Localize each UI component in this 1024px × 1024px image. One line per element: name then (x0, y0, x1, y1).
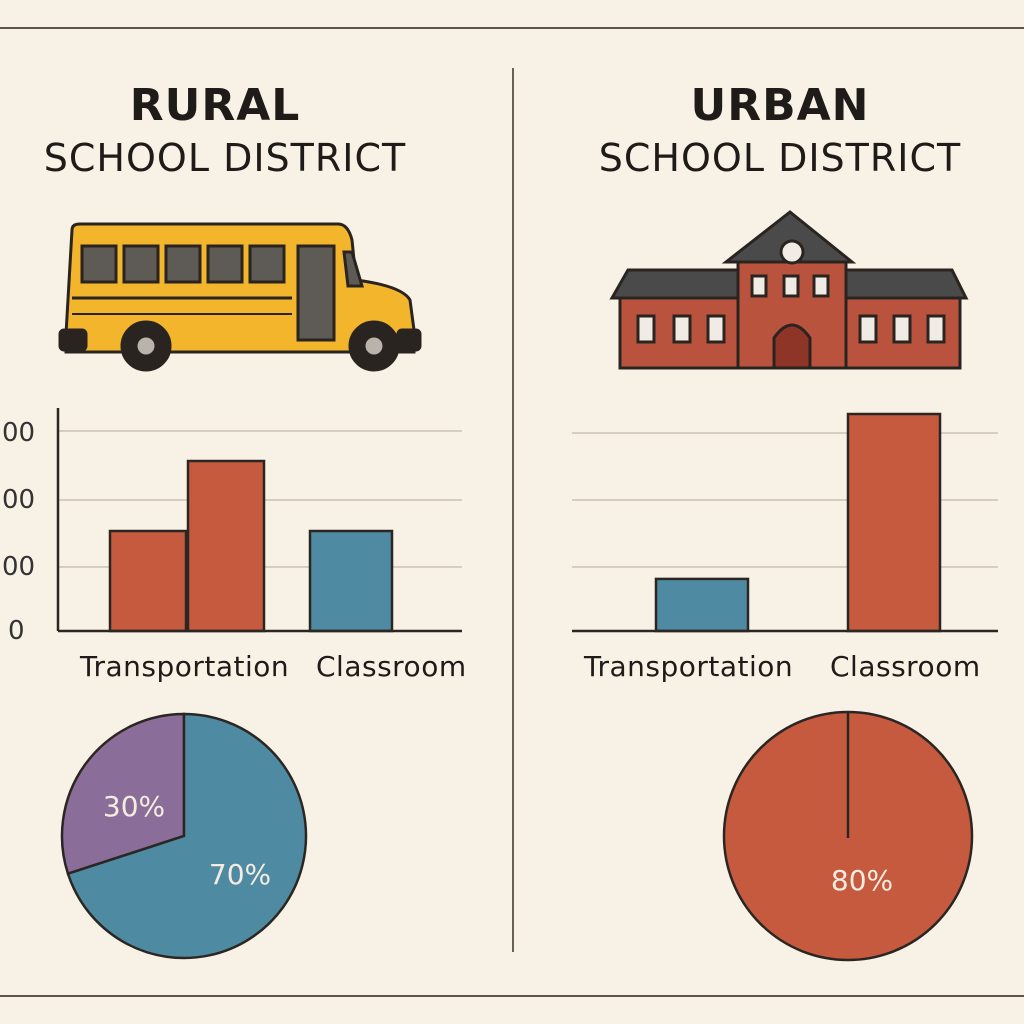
rural-category-label: Classroom (316, 650, 467, 683)
rural-ytick: 00 (2, 418, 36, 448)
rural-pie-label: 70% (209, 858, 271, 891)
rural-pie-slice (66, 712, 308, 960)
urban-title: URBAN (690, 80, 870, 131)
urban-subtitle: SCHOOL DISTRICT (598, 136, 962, 180)
rural-bar (308, 529, 394, 633)
urban-pie-label: 80% (831, 864, 893, 897)
rural-subtitle: SCHOOL DISTRICT (43, 136, 407, 180)
bottom-border (0, 995, 1024, 997)
rural-pie-slice (60, 712, 186, 876)
urban-bar (846, 412, 942, 633)
top-border (0, 27, 1024, 29)
urban-category-label: Transportation (584, 650, 794, 683)
rural-title: RURAL (129, 80, 301, 131)
urban-bar (654, 577, 750, 633)
center-divider (512, 68, 514, 952)
rural-ytick: 00 (2, 485, 36, 515)
rural-ytick: 0 (8, 616, 25, 646)
urban-category-label: Classroom (830, 650, 981, 683)
rural-category-label: Transportation (80, 650, 290, 683)
rural-pie-label: 30% (103, 790, 165, 823)
rural-ytick: 00 (2, 552, 36, 582)
rural-bar (108, 529, 188, 633)
rural-bar (186, 459, 266, 633)
